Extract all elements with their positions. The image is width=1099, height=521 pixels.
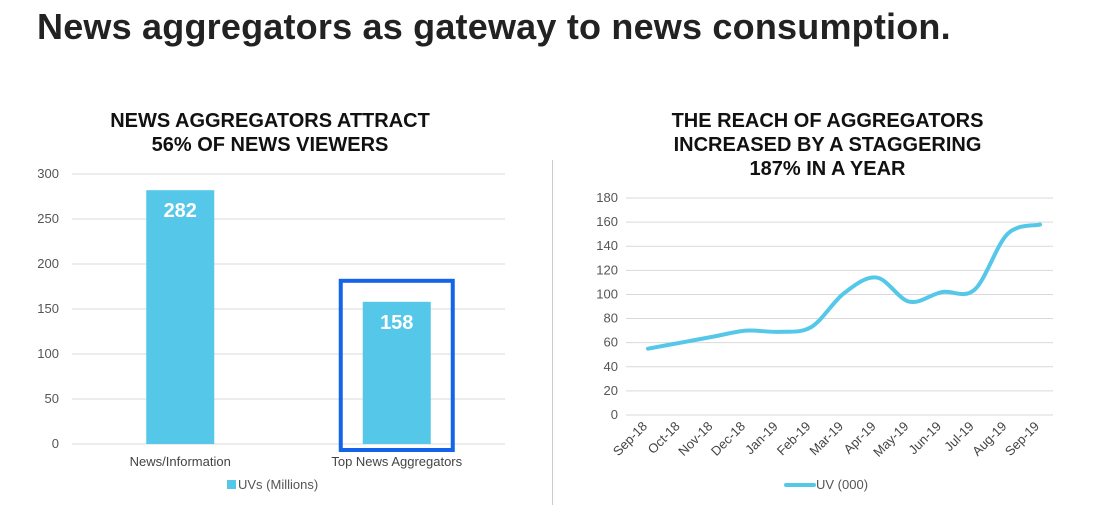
bar-data-label: 158 — [380, 312, 413, 334]
line-legend-label: UV (000) — [816, 477, 868, 492]
bar-legend-swatch — [227, 480, 236, 489]
chart-divider — [552, 160, 553, 505]
line-y-tick-label: 100 — [596, 286, 618, 301]
line-chart-title-line-2: INCREASED BY A STAGGERING — [673, 134, 982, 156]
bar-data-label: 282 — [164, 200, 197, 222]
bar-y-tick-label: 250 — [37, 211, 59, 226]
line-y-tick-label: 160 — [596, 214, 618, 229]
bar-chart-title-line-2: 56% OF NEWS VIEWERS — [151, 134, 389, 156]
line-chart-title-line-1: THE REACH OF AGGREGATORS — [671, 110, 984, 132]
line-y-tick-label: 40 — [604, 359, 618, 374]
bar — [146, 190, 215, 444]
line-x-category-label: Mar-19 — [806, 419, 846, 459]
bar-x-category-label: News/Information — [130, 454, 231, 469]
line-y-tick-label: 80 — [604, 311, 618, 326]
line-y-tick-label: 0 — [611, 407, 618, 422]
page-title: News aggregators as gateway to news cons… — [37, 6, 951, 47]
line-x-category-label: Jun-19 — [905, 419, 944, 458]
bar-y-tick-label: 100 — [37, 346, 59, 361]
line-y-tick-label: 140 — [596, 238, 618, 253]
line-x-category-label: Dec-18 — [708, 419, 748, 459]
bar-y-tick-label: 0 — [52, 436, 59, 451]
line-y-tick-label: 20 — [604, 383, 618, 398]
bar — [362, 301, 431, 444]
line-chart-title-line-3: 187% IN A YEAR — [749, 158, 906, 180]
bar-chart-title-line-1: NEWS AGGREGATORS ATTRACT — [110, 110, 430, 132]
line-x-category-label: Aug-19 — [969, 419, 1009, 459]
bar-chart: 0 50 100 150 200 250 300 282 News/Information 158… — [37, 166, 505, 492]
line-x-category-label: Sep-19 — [1002, 419, 1042, 459]
line-x-category-label: Nov-18 — [675, 419, 715, 459]
line-x-category-label: Sep-18 — [610, 419, 650, 459]
bar-y-tick-label: 50 — [45, 391, 59, 406]
bar-y-tick-label: 300 — [37, 166, 59, 181]
bar-x-category-label: Top News Aggregators — [331, 454, 462, 469]
bar-y-tick-label: 200 — [37, 256, 59, 271]
line-x-category-label: Jan-19 — [742, 419, 781, 458]
bar-legend-label: UVs (Millions) — [238, 477, 318, 492]
line-x-category-label: Feb-19 — [774, 419, 814, 459]
line-y-tick-label: 180 — [596, 190, 618, 205]
line-series — [646, 222, 1042, 351]
bar-chart-title: NEWS AGGREGATORS ATTRACT 56% OF NEWS VIE… — [60, 109, 480, 157]
line-y-tick-label: 120 — [596, 262, 618, 277]
highlight-box — [338, 278, 455, 452]
line-chart-title: THE REACH OF AGGREGATORS INCREASED BY A … — [600, 109, 1055, 181]
line-x-category-label: May-19 — [870, 419, 911, 460]
bar-y-tick-label: 150 — [37, 301, 59, 316]
line-y-tick-label: 60 — [604, 335, 618, 350]
